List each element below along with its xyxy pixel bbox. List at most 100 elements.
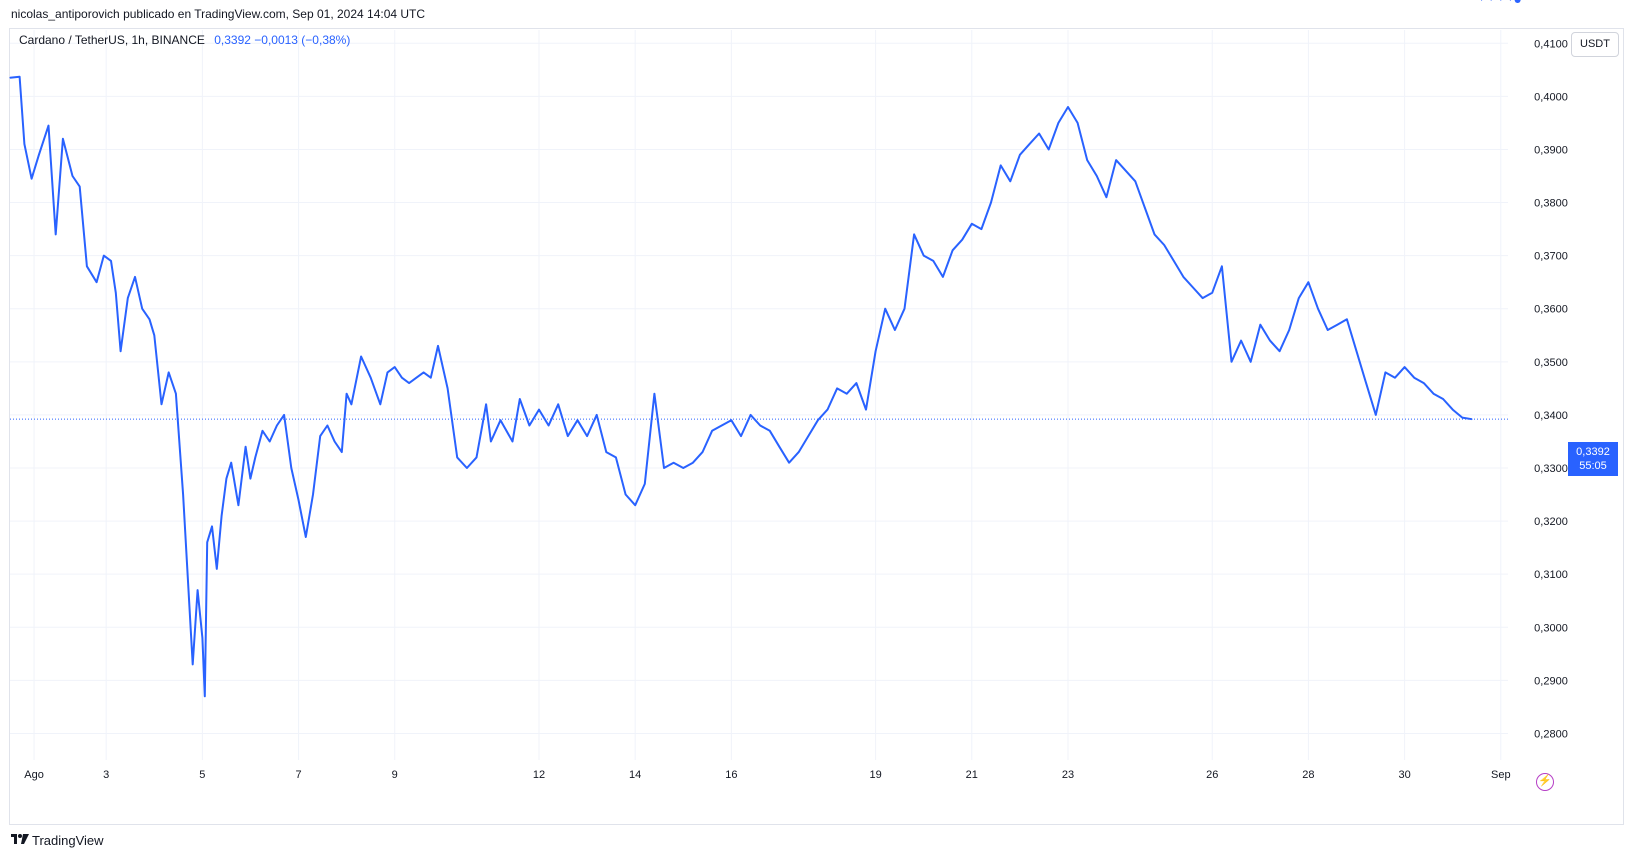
series-point: [1404, 366, 1406, 368]
x-axis: Ago 3 5 7 9 12 14 16 19 21 23 26 28 30 Sep: [24, 769, 1510, 781]
x-tick-label: 9: [392, 769, 398, 781]
series-point: [127, 297, 129, 299]
series-point: [701, 451, 704, 453]
series-point: [511, 440, 514, 443]
series-point: [644, 483, 646, 485]
series-point: [249, 478, 252, 480]
series-point: [192, 663, 194, 666]
y-tick-label: 0,3700: [1534, 251, 1568, 263]
series-point: [220, 515, 223, 517]
series-point: [923, 255, 925, 257]
series-point: [971, 223, 973, 225]
series-point: [875, 350, 877, 352]
x-tick-label: 16: [725, 769, 737, 781]
series-point: [1076, 122, 1079, 124]
series-point: [276, 424, 278, 427]
x-tick-label: 28: [1302, 769, 1314, 781]
series-point: [596, 414, 598, 416]
brand-name[interactable]: TradingView: [32, 833, 104, 848]
series-point: [103, 255, 105, 257]
series-point: [1384, 371, 1386, 374]
series-point: [225, 478, 228, 480]
series-point: [269, 440, 271, 443]
series-point: [437, 345, 439, 347]
chart-frame: [9, 28, 1624, 825]
series-point: [519, 398, 521, 400]
tradingview-logo-icon[interactable]: [10, 832, 30, 846]
series-point: [115, 292, 117, 294]
series-point: [305, 536, 307, 538]
series-point: [254, 456, 256, 458]
y-tick-label: 0,3100: [1534, 569, 1568, 581]
series-point: [456, 456, 458, 458]
series-point: [422, 371, 425, 374]
series-point: [980, 228, 983, 230]
series-point: [1000, 164, 1002, 166]
series-point: [55, 233, 57, 235]
currency-button[interactable]: USDT: [1571, 32, 1619, 57]
x-tick-label: Sep: [1491, 769, 1511, 781]
series-point: [557, 403, 559, 405]
series-point: [1221, 265, 1223, 267]
series-point: [1182, 276, 1184, 278]
series-point: [134, 276, 136, 278]
series-point: [110, 260, 112, 262]
series-point: [749, 414, 752, 416]
series-point: [360, 355, 362, 358]
series-point: [1355, 350, 1358, 352]
series-point: [245, 446, 247, 448]
series-point: [692, 462, 694, 464]
x-tick-label: 19: [869, 769, 881, 781]
legend-values: 0,3392 −0,0013 (−0,38%): [214, 33, 351, 47]
series-point: [1452, 409, 1454, 411]
series-point: [141, 308, 143, 310]
series-point: [1298, 297, 1300, 299]
series-point: [283, 414, 285, 416]
x-tick-label: 12: [533, 769, 545, 781]
lightning-bolt-icon[interactable]: ⚡: [1536, 773, 1554, 791]
series-point: [1480, 0, 1483, 1]
series-point: [1413, 377, 1415, 379]
series-point: [711, 430, 713, 432]
series-point: [740, 435, 742, 437]
series-point: [237, 504, 240, 506]
x-tick-label: 30: [1398, 769, 1410, 781]
series-point: [1048, 148, 1050, 151]
series-point: [990, 201, 992, 204]
series-point: [204, 695, 206, 697]
series-point: [312, 493, 314, 496]
series-point: [1317, 308, 1319, 310]
series-point: [216, 568, 218, 570]
series-point: [1432, 393, 1435, 395]
series-point: [1019, 154, 1021, 156]
last-point-marker: [1514, 0, 1521, 3]
x-tick-label: 23: [1062, 769, 1074, 781]
y-tick-label: 0,2800: [1534, 728, 1568, 740]
series-point: [1278, 350, 1281, 352]
series-point: [475, 456, 478, 458]
series-point: [23, 143, 26, 145]
series-point: [379, 403, 381, 405]
series-point: [855, 382, 857, 384]
y-tick-label: 0,3500: [1534, 357, 1568, 369]
series-point: [9, 77, 11, 79]
series-point: [567, 435, 569, 437]
x-tick-label: 5: [199, 769, 205, 781]
x-tick-label: 14: [629, 769, 641, 781]
series-point: [71, 175, 74, 177]
series-point: [932, 260, 934, 262]
series-point: [1163, 244, 1165, 246]
series-point: [430, 377, 432, 379]
series-point: [120, 350, 122, 352]
series-point: [466, 467, 468, 469]
series-point: [1250, 361, 1252, 363]
series-point: [1336, 324, 1338, 326]
series-point: [769, 430, 771, 432]
series-point: [798, 451, 800, 453]
y-tick-label: 0,3300: [1534, 463, 1568, 475]
series-point: [759, 424, 761, 427]
series-point: [38, 154, 40, 156]
series-point: [1086, 159, 1088, 161]
series-point: [62, 138, 64, 140]
